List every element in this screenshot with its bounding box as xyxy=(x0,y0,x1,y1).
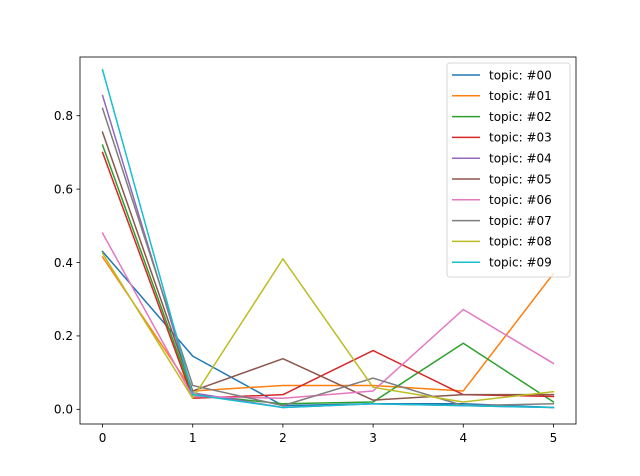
legend-label-8: topic: #08 xyxy=(489,235,552,249)
series-line-2 xyxy=(101,144,555,405)
legend-label-4: topic: #04 xyxy=(489,152,552,166)
x-tick-label: 4 xyxy=(459,431,467,445)
y-axis: 0.0 0.2 0.4 0.6 0.8 xyxy=(54,109,80,417)
series-line-8 xyxy=(101,252,555,403)
y-tick-label: 0.8 xyxy=(54,109,73,123)
legend-label-5: topic: #05 xyxy=(489,172,552,186)
legend-label-0: topic: #00 xyxy=(489,68,552,82)
series-layer xyxy=(101,68,555,409)
legend-label-2: topic: #02 xyxy=(489,110,552,124)
x-tick-label: 5 xyxy=(550,431,558,445)
x-tick-label: 1 xyxy=(189,431,197,445)
y-tick-label: 0.6 xyxy=(54,182,73,196)
x-axis: 0 1 2 3 4 5 xyxy=(99,424,558,445)
series-line-5 xyxy=(101,131,555,401)
x-tick-label: 3 xyxy=(369,431,377,445)
y-tick-label: 0.2 xyxy=(54,329,73,343)
x-tick-label: 0 xyxy=(99,431,107,445)
series-line-9 xyxy=(101,68,555,409)
legend-label-6: topic: #06 xyxy=(489,193,552,207)
legend-label-7: topic: #07 xyxy=(489,214,552,228)
legend-label-3: topic: #03 xyxy=(489,131,552,145)
plot-frame xyxy=(79,56,577,425)
legend-label-1: topic: #01 xyxy=(489,89,552,103)
y-tick-label: 0.4 xyxy=(54,256,73,270)
x-tick-label: 2 xyxy=(279,431,287,445)
legend-label-9: topic: #09 xyxy=(489,256,552,270)
y-tick-label: 0.0 xyxy=(54,403,73,417)
legend: topic: #00 topic: #01 topic: #02 topic: #03… xyxy=(446,62,571,278)
series-line-6 xyxy=(101,232,555,400)
